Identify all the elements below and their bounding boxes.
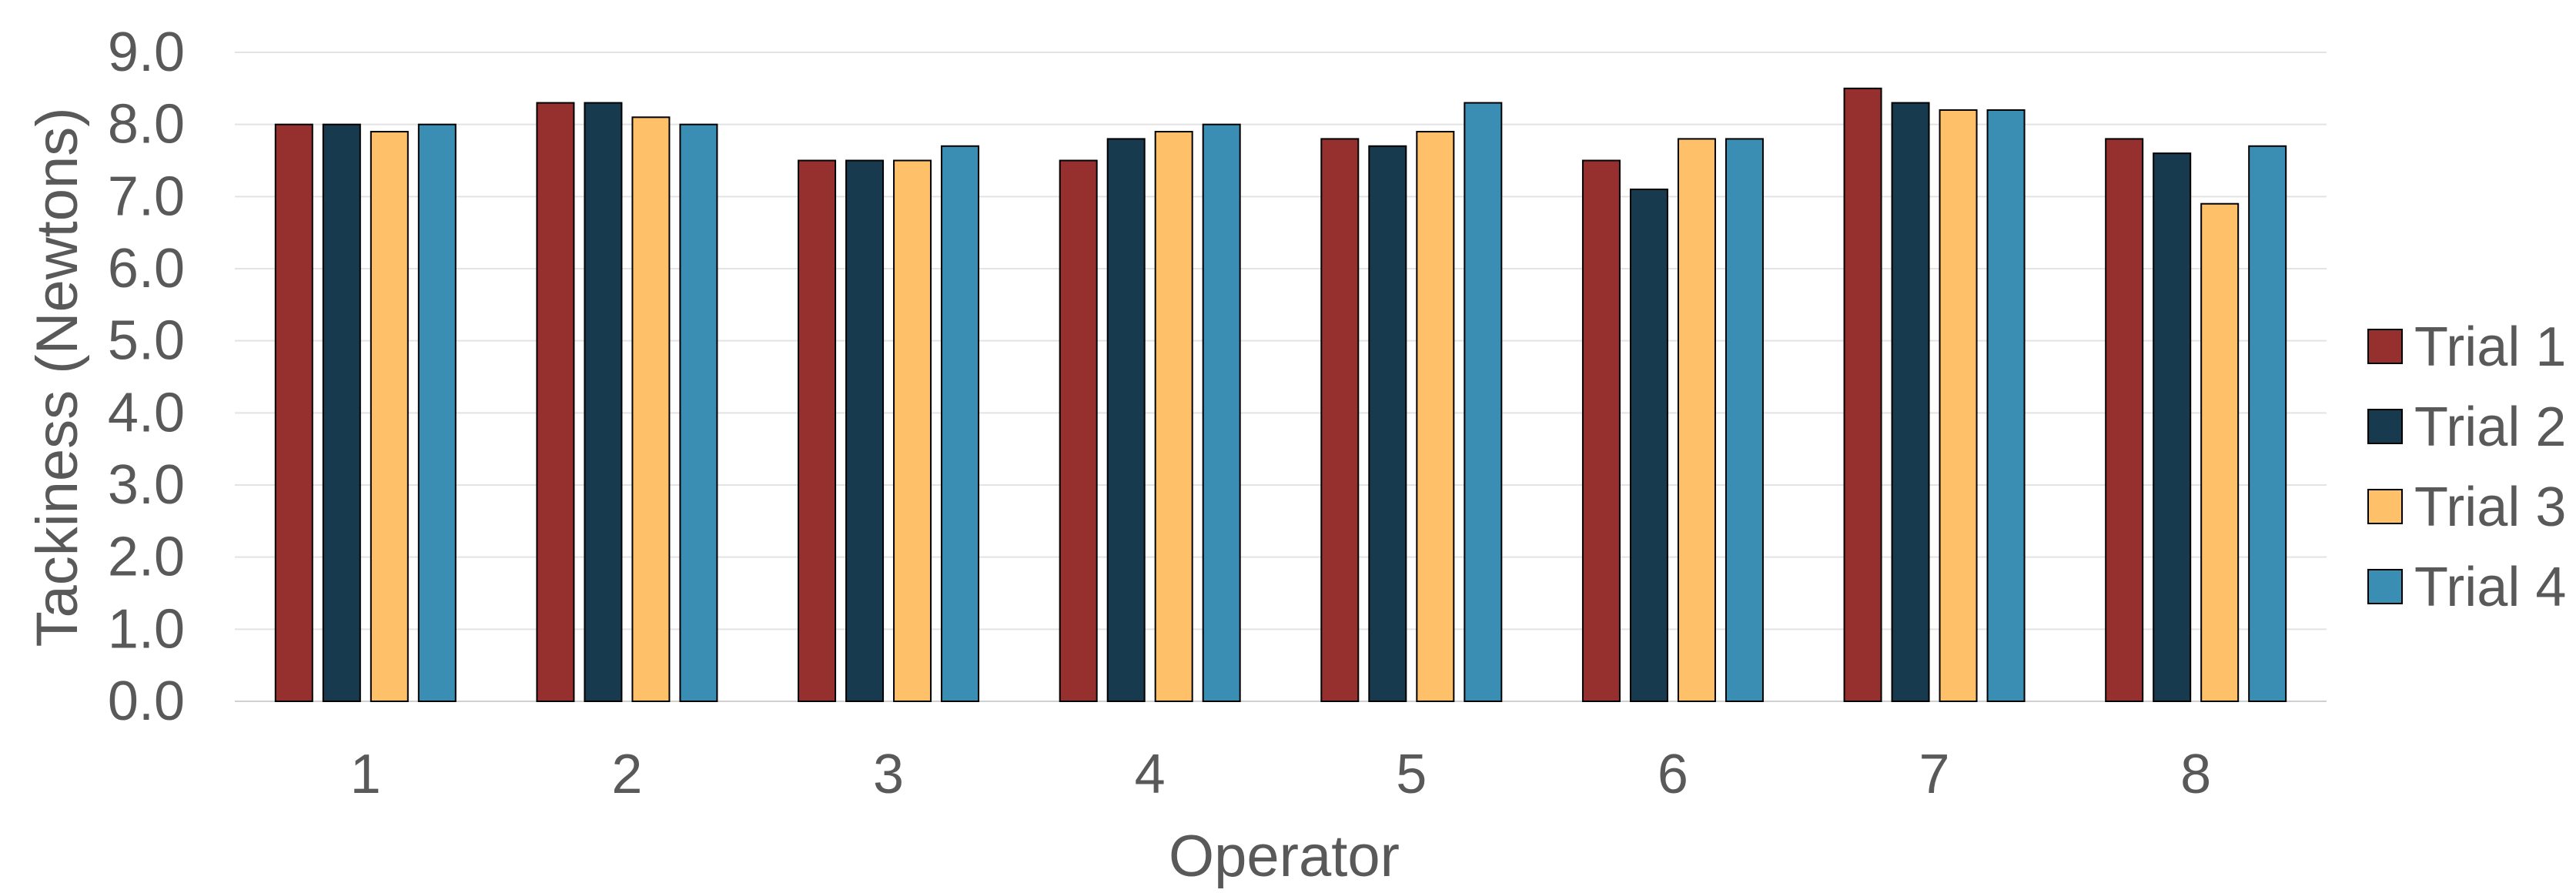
x-tick-label: 1 (350, 744, 381, 805)
bars (274, 87, 2287, 703)
bar-operator-1-trial-4 (417, 123, 457, 702)
y-tick-label: 8.0 (108, 94, 185, 156)
bar-operator-2-trial-4 (679, 123, 718, 702)
legend-swatch (2367, 569, 2403, 604)
bar-operator-8-trial-2 (2153, 152, 2192, 702)
y-axis-ticks: 0.0 1.0 2.0 3.0 4.0 5.0 6.0 7.0 8.0 9.0 (108, 22, 185, 732)
legend: Trial 1 Trial 2 Trial 3 Trial 4 (2367, 316, 2566, 618)
x-tick-label: 8 (2180, 744, 2211, 805)
bar-operator-4-trial-1 (1059, 159, 1098, 702)
bar-operator-8-trial-1 (2105, 138, 2144, 702)
legend-swatch (2367, 329, 2403, 364)
y-tick-label: 2.0 (108, 527, 185, 588)
legend-label: Trial 2 (2414, 396, 2566, 458)
bar-operator-3-trial-4 (941, 145, 980, 702)
bar-operator-4-trial-2 (1106, 138, 1146, 702)
bar-operator-5-trial-1 (1320, 138, 1360, 702)
bar-operator-5-trial-4 (1464, 102, 1503, 703)
bar-operator-5-trial-3 (1416, 131, 1455, 703)
bar-operator-5-trial-2 (1368, 145, 1407, 702)
bar-operator-6-trial-3 (1677, 138, 1716, 702)
bar-operator-2-trial-3 (631, 116, 671, 703)
x-axis-title: Operator (1169, 824, 1400, 889)
bar-operator-3-trial-1 (798, 159, 837, 702)
x-tick-label: 3 (873, 744, 904, 805)
bar-operator-6-trial-4 (1725, 138, 1764, 702)
bar-operator-8-trial-3 (2200, 202, 2240, 702)
bar-operator-3-trial-3 (893, 159, 932, 702)
x-axis-ticks: 1 2 3 4 5 6 7 8 (350, 744, 2211, 805)
legend-label: Trial 1 (2414, 316, 2566, 378)
bar-operator-3-trial-2 (845, 159, 885, 702)
bar-operator-2-trial-1 (536, 102, 575, 703)
bar-operator-2-trial-2 (584, 102, 623, 703)
y-tick-label: 7.0 (108, 166, 185, 227)
y-tick-label: 5.0 (108, 310, 185, 372)
bar-operator-7-trial-4 (1986, 109, 2026, 702)
y-tick-label: 0.0 (108, 671, 185, 732)
y-tick-label: 4.0 (108, 382, 185, 443)
bar-operator-1-trial-3 (370, 131, 409, 703)
bar-operator-4-trial-4 (1202, 123, 1241, 702)
bar-operator-4-trial-3 (1154, 131, 1193, 703)
bar-operator-7-trial-1 (1843, 87, 1882, 703)
y-tick-label: 6.0 (108, 238, 185, 299)
bar-operator-7-trial-2 (1891, 102, 1930, 703)
legend-label: Trial 3 (2414, 477, 2566, 538)
y-tick-label: 9.0 (108, 22, 185, 83)
x-tick-label: 2 (611, 744, 642, 805)
gridlines (235, 52, 2327, 702)
y-tick-label: 3.0 (108, 454, 185, 516)
legend-label: Trial 4 (2414, 557, 2566, 618)
x-tick-label: 5 (1396, 744, 1427, 805)
bar-operator-6-trial-2 (1629, 188, 1668, 702)
bar-operator-1-trial-1 (274, 123, 313, 702)
x-tick-label: 4 (1135, 744, 1166, 805)
bar-operator-8-trial-4 (2248, 145, 2287, 702)
y-axis-title: Tackiness (Newtons) (25, 107, 90, 647)
bar-operator-1-trial-2 (322, 123, 361, 702)
x-tick-label: 7 (1919, 744, 1950, 805)
legend-swatch (2367, 489, 2403, 524)
bar-operator-6-trial-1 (1581, 159, 1621, 702)
x-tick-label: 6 (1658, 744, 1688, 805)
legend-swatch (2367, 409, 2403, 444)
bar-operator-7-trial-3 (1939, 109, 1978, 702)
y-tick-label: 1.0 (108, 598, 185, 660)
